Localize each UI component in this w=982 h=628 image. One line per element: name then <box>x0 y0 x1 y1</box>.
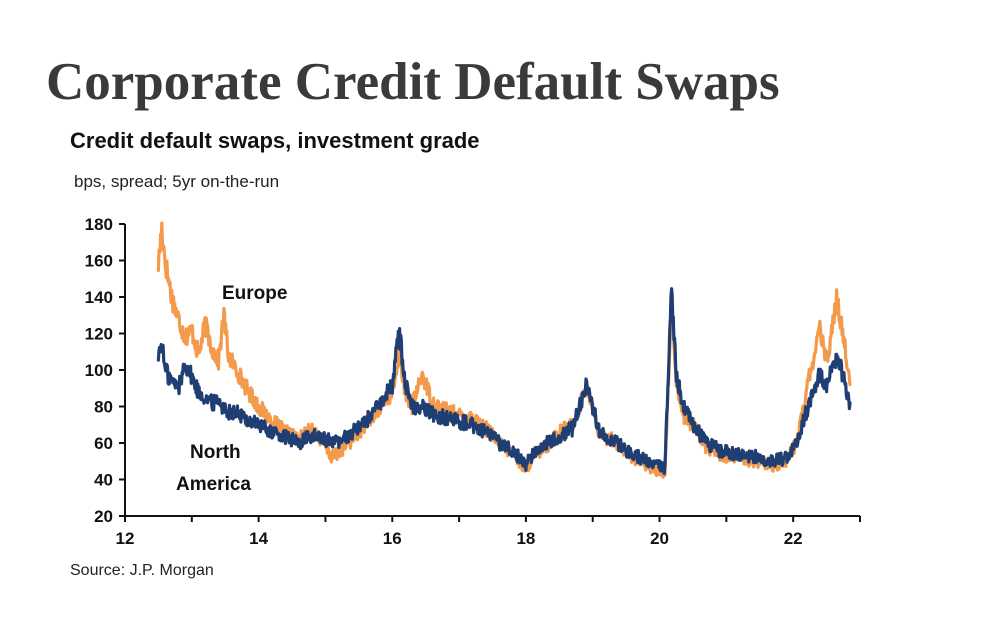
y-tick-label: 100 <box>85 361 113 380</box>
x-tick-label: 22 <box>784 529 803 548</box>
chart-title: Credit default swaps, investment grade <box>70 128 480 153</box>
x-tick-label: 18 <box>516 529 535 548</box>
north-america-series-label-line2: America <box>176 474 251 495</box>
y-tick-label: 60 <box>94 434 113 453</box>
series-layer <box>156 221 852 479</box>
europe-series-label: Europe <box>222 283 287 304</box>
europe-series-line <box>156 221 852 479</box>
y-tick-label: 40 <box>94 471 113 490</box>
x-tick-label: 12 <box>116 529 135 548</box>
y-tick-label: 180 <box>85 215 113 234</box>
north-america-series-line <box>156 287 852 476</box>
x-tick-label: 14 <box>249 529 268 548</box>
page-title: Corporate Credit Default Swaps <box>46 53 780 111</box>
x-tick-label: 20 <box>650 529 669 548</box>
y-tick-label: 120 <box>85 325 113 344</box>
axis-layer: 20 40 60 80 100 120 140 160 180 12 14 16 18 20 22 <box>85 215 861 548</box>
chart-source: Source: J.P. Morgan <box>70 562 214 579</box>
y-tick-label: 140 <box>85 288 113 307</box>
annotation-layer: Europe North America <box>176 283 287 495</box>
north-america-series-label-line1: North <box>190 442 241 463</box>
y-tick-label: 160 <box>85 252 113 271</box>
x-tick-label: 16 <box>383 529 402 548</box>
chart-subtitle: bps, spread; 5yr on-the-run <box>74 172 280 191</box>
y-tick-label: 80 <box>94 398 113 417</box>
y-tick-label: 20 <box>94 507 113 526</box>
